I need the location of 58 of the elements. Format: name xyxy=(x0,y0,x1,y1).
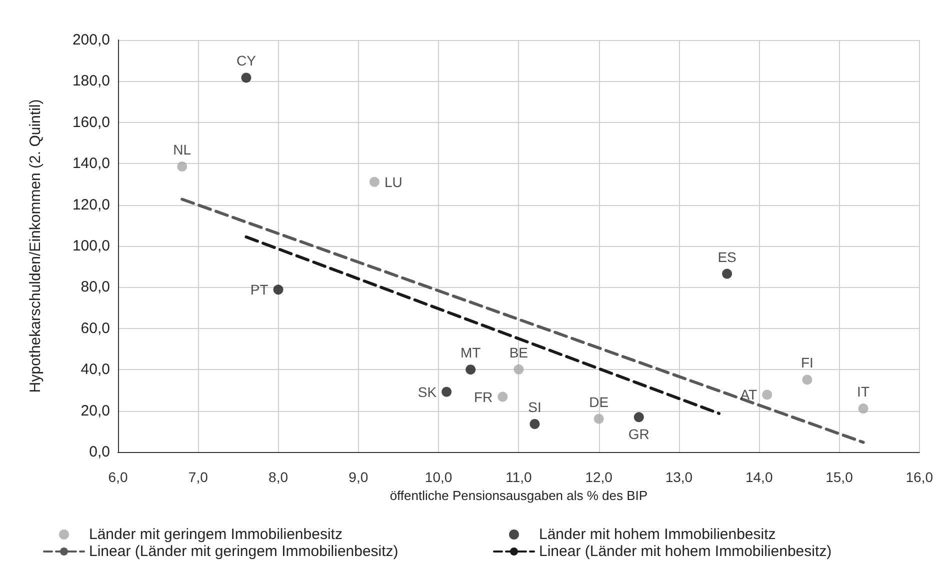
y-tick-label: 120,0 xyxy=(72,196,110,214)
point xyxy=(177,161,188,172)
data-label: ES xyxy=(718,248,736,265)
data-label: BE xyxy=(509,344,528,360)
point xyxy=(802,374,812,385)
point xyxy=(594,414,604,424)
x-tick-label: 11,0 xyxy=(506,469,532,485)
y-tick-label: 100,0 xyxy=(72,238,110,254)
x-axis-title: öffentliche Pensionsausgaben als % des BIP xyxy=(390,488,648,503)
y-tick-label: 20,0 xyxy=(80,402,110,420)
y-tick-label: 160,0 xyxy=(72,114,110,131)
point xyxy=(530,418,540,429)
point xyxy=(634,412,644,422)
x-tick-label: 16,0 xyxy=(906,469,934,485)
point xyxy=(858,404,868,414)
y-tick-label: 200,0 xyxy=(72,32,110,48)
y-tick-label: 0,0 xyxy=(89,444,110,460)
data-label: MT xyxy=(460,344,482,361)
legend-label: Länder mit geringem Immobilienbesitz xyxy=(89,526,342,543)
legend-label: Länder mit hohem Immobilienbesitz xyxy=(539,526,776,543)
x-tick-label: 6,0 xyxy=(108,469,128,485)
y-axis-title: Hypothekarschulden/Einkommen (2. Quintil) xyxy=(27,99,44,393)
point xyxy=(762,390,772,400)
x-tick-label: 14,0 xyxy=(745,469,773,485)
data-label: NL xyxy=(173,141,192,158)
point xyxy=(498,392,508,402)
data-label: FI xyxy=(800,354,814,371)
data-label: PT xyxy=(250,282,269,298)
data-label: FR xyxy=(474,388,493,405)
data-label: AT xyxy=(740,386,758,403)
point xyxy=(442,386,452,397)
y-tick-label: 180,0 xyxy=(72,72,110,90)
point xyxy=(369,176,380,187)
legend-label: Linear (Länder mit geringem Immobilienbesitz) xyxy=(89,543,398,560)
point xyxy=(466,364,476,375)
point xyxy=(241,72,252,83)
x-tick-label: 12,0 xyxy=(585,469,613,485)
x-tick-label: 7,0 xyxy=(188,469,208,485)
data-label: LU xyxy=(384,174,402,190)
y-tick-label: 140,0 xyxy=(72,155,110,172)
data-label: DE xyxy=(589,394,609,410)
data-label: GR xyxy=(628,426,650,442)
point xyxy=(273,284,284,295)
data-label: CY xyxy=(236,52,257,69)
y-tick-label: 80,0 xyxy=(80,278,110,296)
x-tick-label: 10,0 xyxy=(424,469,452,485)
x-tick-label: 15,0 xyxy=(826,469,854,485)
x-tick-label: 8,0 xyxy=(268,469,288,485)
x-tick-label: 13,0 xyxy=(665,469,693,485)
data-label: SI xyxy=(528,398,542,415)
legend-label: Linear (Länder mit hohem Immobilienbesitz) xyxy=(539,543,832,560)
point xyxy=(722,268,732,279)
x-tick-label: 9,0 xyxy=(348,469,368,485)
data-label: SK xyxy=(418,384,438,400)
data-label: IT xyxy=(857,384,870,400)
y-tick-label: 60,0 xyxy=(80,320,110,337)
point xyxy=(514,364,524,374)
y-tick-label: 40,0 xyxy=(80,361,110,378)
